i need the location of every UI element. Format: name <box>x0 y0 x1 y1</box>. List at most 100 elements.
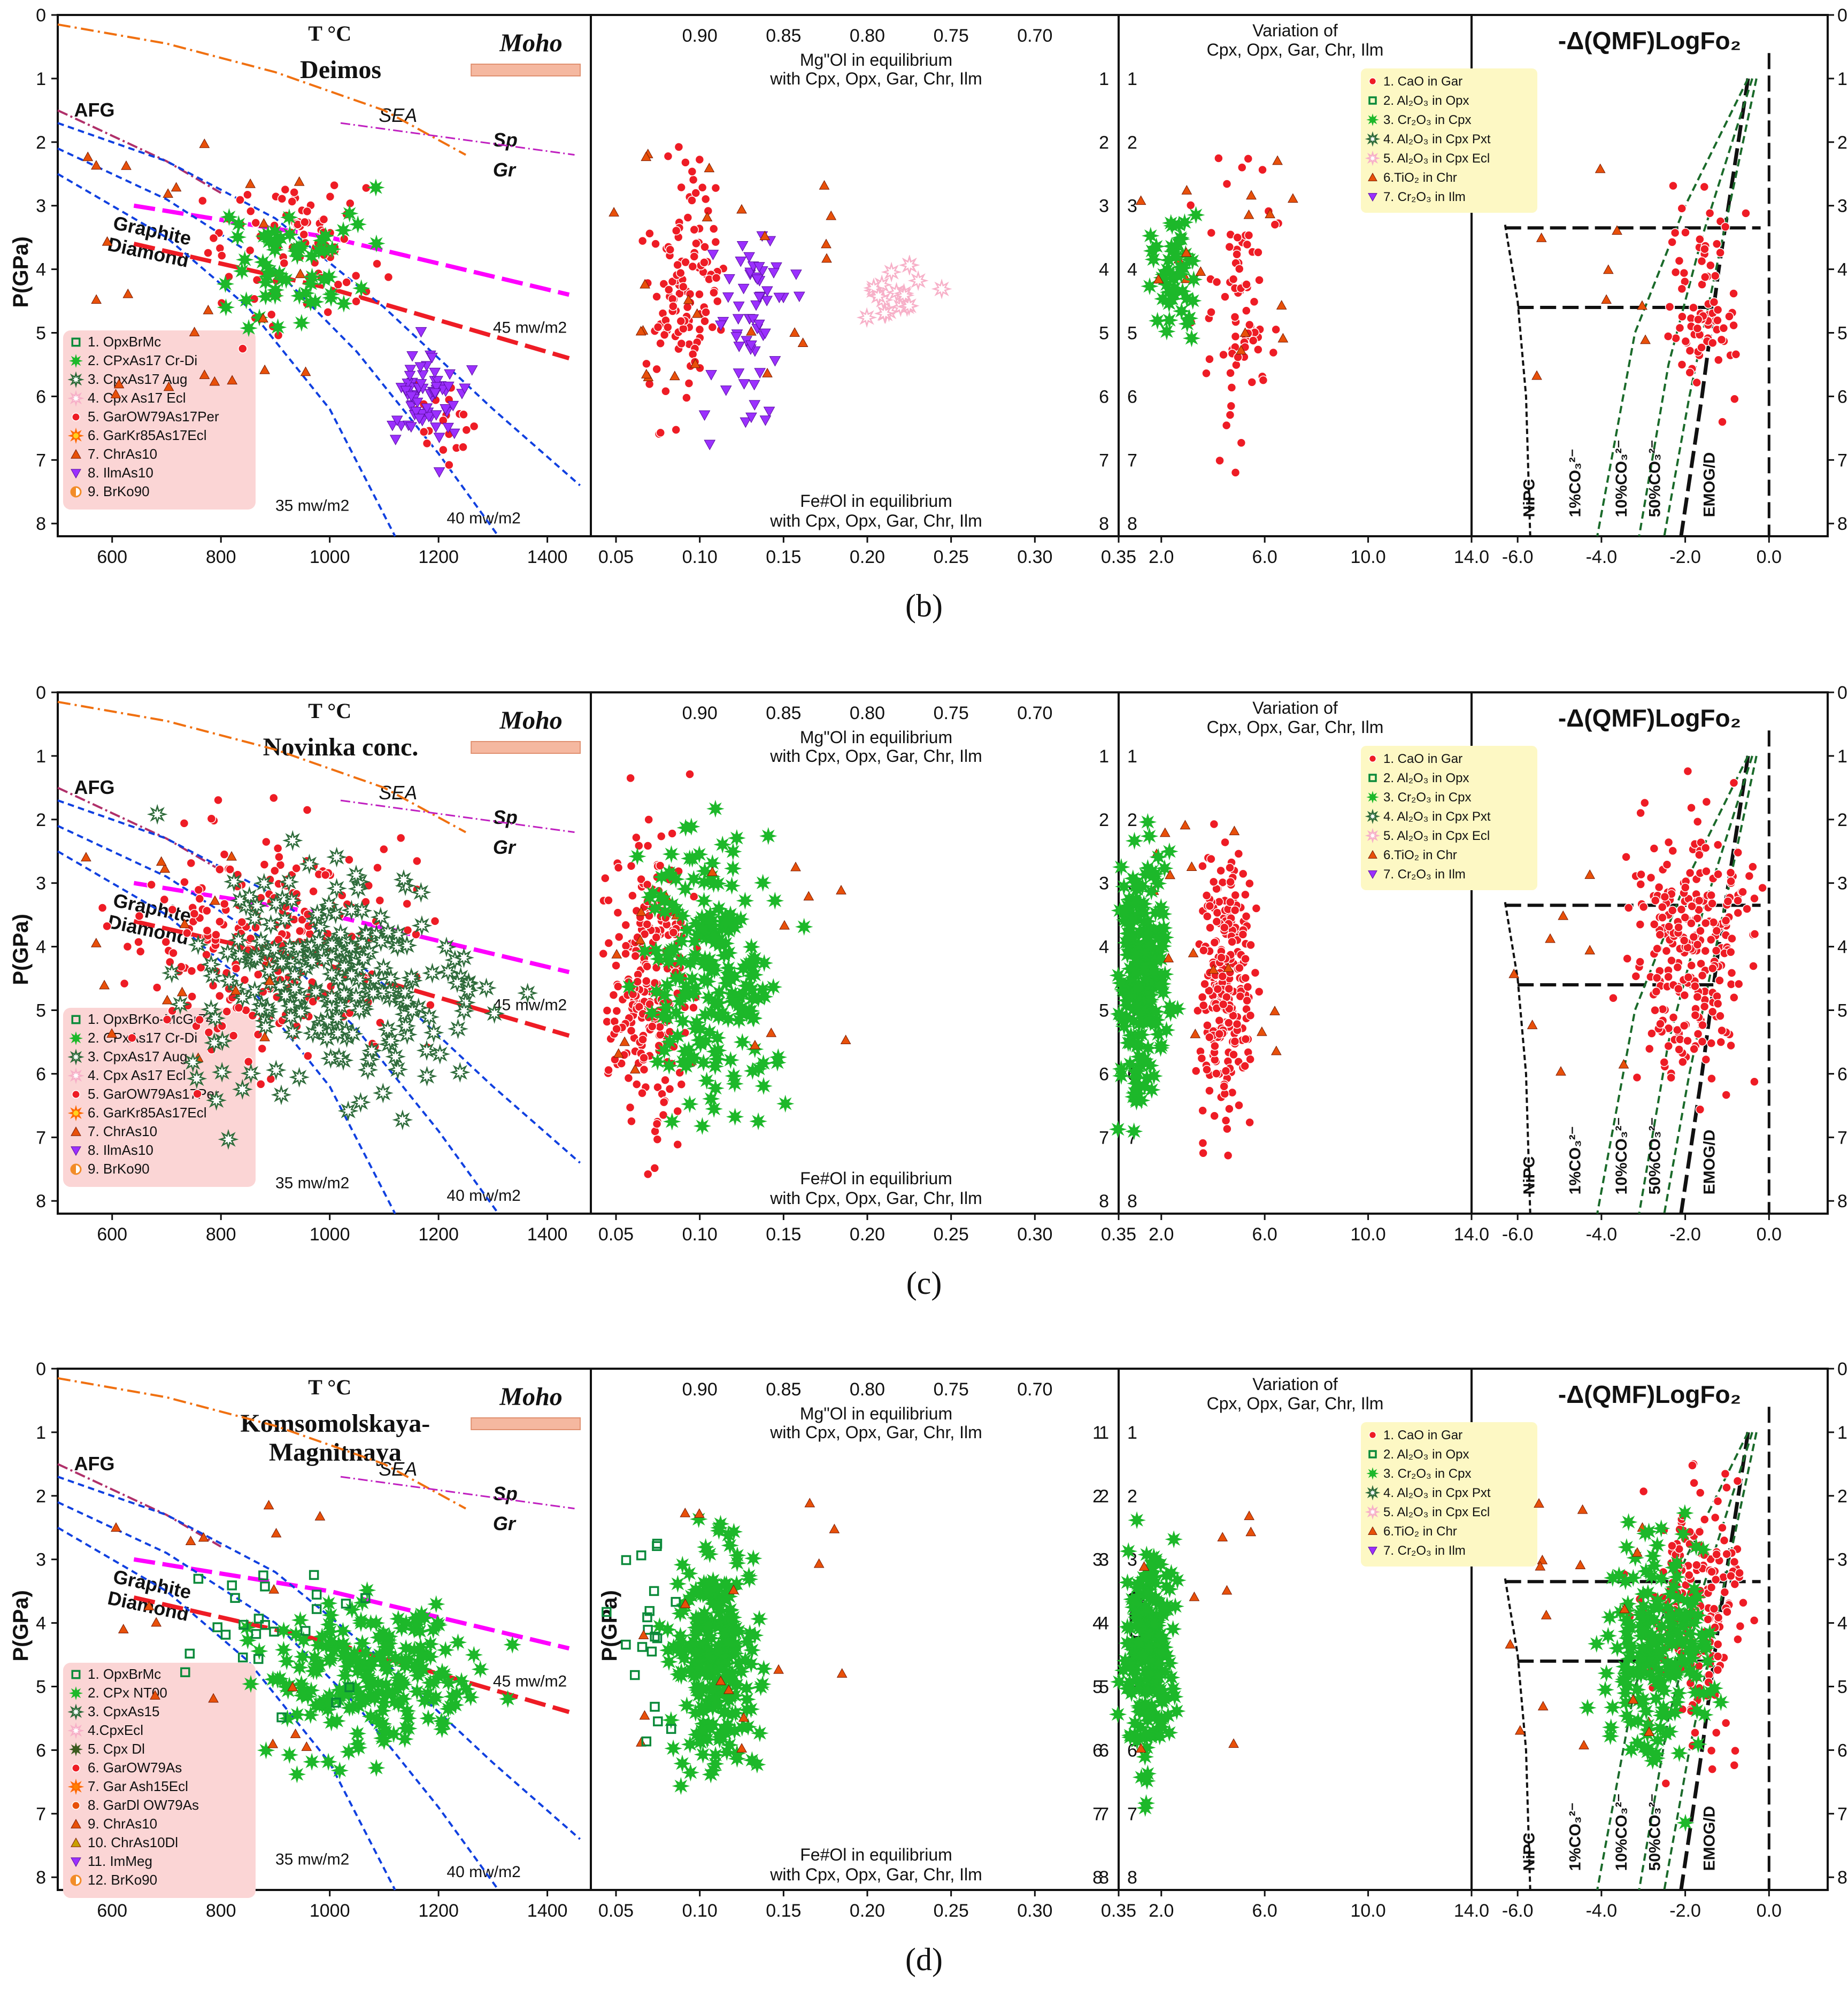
pt-legend-label: 8. GarDl OW79As <box>88 1797 199 1813</box>
data-point <box>697 1071 716 1090</box>
data-point <box>417 370 429 381</box>
data-point <box>1202 1064 1212 1075</box>
data-point <box>1238 869 1248 879</box>
data-point <box>1688 1701 1706 1720</box>
data-point <box>1141 991 1160 1009</box>
data-point <box>1661 1722 1679 1741</box>
data-point-chr <box>1601 294 1612 304</box>
data-point <box>465 1646 483 1664</box>
data-point-chr <box>198 1532 209 1542</box>
data-point <box>320 1048 341 1069</box>
data-point <box>699 1658 717 1677</box>
pt-legend-marker <box>69 354 83 368</box>
p-inner-label-2: 7 <box>1092 1804 1103 1824</box>
data-point <box>367 234 386 253</box>
fo2-legend-marker <box>1368 754 1377 763</box>
data-point <box>665 1084 675 1094</box>
data-point <box>769 356 781 367</box>
data-point <box>228 930 249 951</box>
data-point <box>656 428 665 438</box>
data-point-chr <box>1269 1006 1280 1015</box>
data-point <box>1749 961 1758 971</box>
data-point-chr <box>1180 820 1191 830</box>
data-point <box>1683 973 1693 982</box>
data-point-chr <box>1189 1591 1200 1601</box>
data-point-chr <box>227 375 238 385</box>
data-point <box>291 1611 310 1629</box>
data-point <box>1730 1579 1740 1589</box>
sp-label: Sp <box>493 806 518 828</box>
data-point <box>1636 869 1646 879</box>
data-point-chr <box>707 866 718 876</box>
data-point <box>1636 1524 1654 1543</box>
moho-band <box>471 64 581 76</box>
emog-curve <box>1679 78 1750 537</box>
geotherm-45 <box>57 799 581 1164</box>
data-point <box>1614 1672 1633 1691</box>
data-point-chr <box>1163 953 1174 962</box>
data-point <box>1216 866 1226 876</box>
data-point <box>691 238 701 249</box>
data-point <box>1726 1040 1736 1051</box>
mg-tick-label: 0.90 <box>682 703 718 723</box>
fo2-legend-label: 3. Cr₂O₃ in Cpx <box>1383 1467 1471 1481</box>
data-point-chr <box>203 305 214 314</box>
data-point-chr <box>1159 827 1171 837</box>
data-point <box>401 967 422 989</box>
data-point <box>303 1753 321 1771</box>
pt-legend-marker-half <box>71 1876 76 1885</box>
data-point <box>326 878 347 899</box>
data-point <box>666 969 685 987</box>
data-point <box>1152 1643 1171 1662</box>
data-point <box>459 383 471 395</box>
data-point <box>1635 957 1645 967</box>
data-point <box>1144 962 1162 981</box>
t-tick-label: 1400 <box>527 1901 568 1921</box>
data-point <box>1720 1469 1730 1479</box>
co3-1 <box>1596 755 1749 1214</box>
p-inner-label: 8 <box>1127 514 1137 534</box>
data-point-chr <box>91 938 102 947</box>
data-point <box>1202 912 1212 921</box>
data-point <box>397 1614 415 1632</box>
data-point <box>681 1095 699 1113</box>
mg-tick-label: 0.90 <box>682 1379 718 1400</box>
data-point <box>705 370 717 381</box>
t-tick-label: 1200 <box>418 1901 459 1921</box>
data-point <box>372 259 382 269</box>
data-point <box>642 1612 652 1623</box>
data-point-chr <box>638 1630 649 1640</box>
subplot-frame-fo2 <box>1470 691 1829 1215</box>
data-point <box>1187 206 1205 224</box>
data-point <box>238 1631 257 1650</box>
data-point <box>733 368 745 379</box>
panel-label: (c) <box>906 1265 942 1301</box>
data-point <box>695 155 705 165</box>
data-point <box>440 1673 458 1692</box>
data-point <box>498 1689 517 1708</box>
data-point-chr <box>619 1036 630 1046</box>
data-point <box>660 863 678 882</box>
data-point-chr <box>641 368 652 379</box>
data-point <box>1697 1639 1715 1657</box>
data-point <box>268 1670 287 1689</box>
data-point <box>1224 1018 1234 1028</box>
data-point <box>341 900 362 921</box>
fo2-legend-label: 4. Al₂O₃ in Cpx Pxt <box>1383 1486 1491 1500</box>
data-point <box>1750 1077 1759 1087</box>
data-point <box>1663 331 1673 341</box>
p-tick-label-right: 4 <box>1837 1614 1847 1634</box>
data-point <box>1199 945 1208 955</box>
data-point <box>673 1106 682 1116</box>
data-point <box>1230 468 1241 477</box>
data-point-chr <box>1644 1726 1654 1737</box>
data-point <box>1258 165 1267 175</box>
data-point <box>427 1595 445 1614</box>
data-point <box>348 878 369 899</box>
pt-legend-marker <box>71 449 81 459</box>
data-point <box>1164 1679 1182 1698</box>
data-point <box>1687 961 1696 970</box>
p-tick-label-right: 5 <box>1837 323 1847 344</box>
data-point <box>212 1622 222 1632</box>
data-point <box>1662 860 1672 869</box>
